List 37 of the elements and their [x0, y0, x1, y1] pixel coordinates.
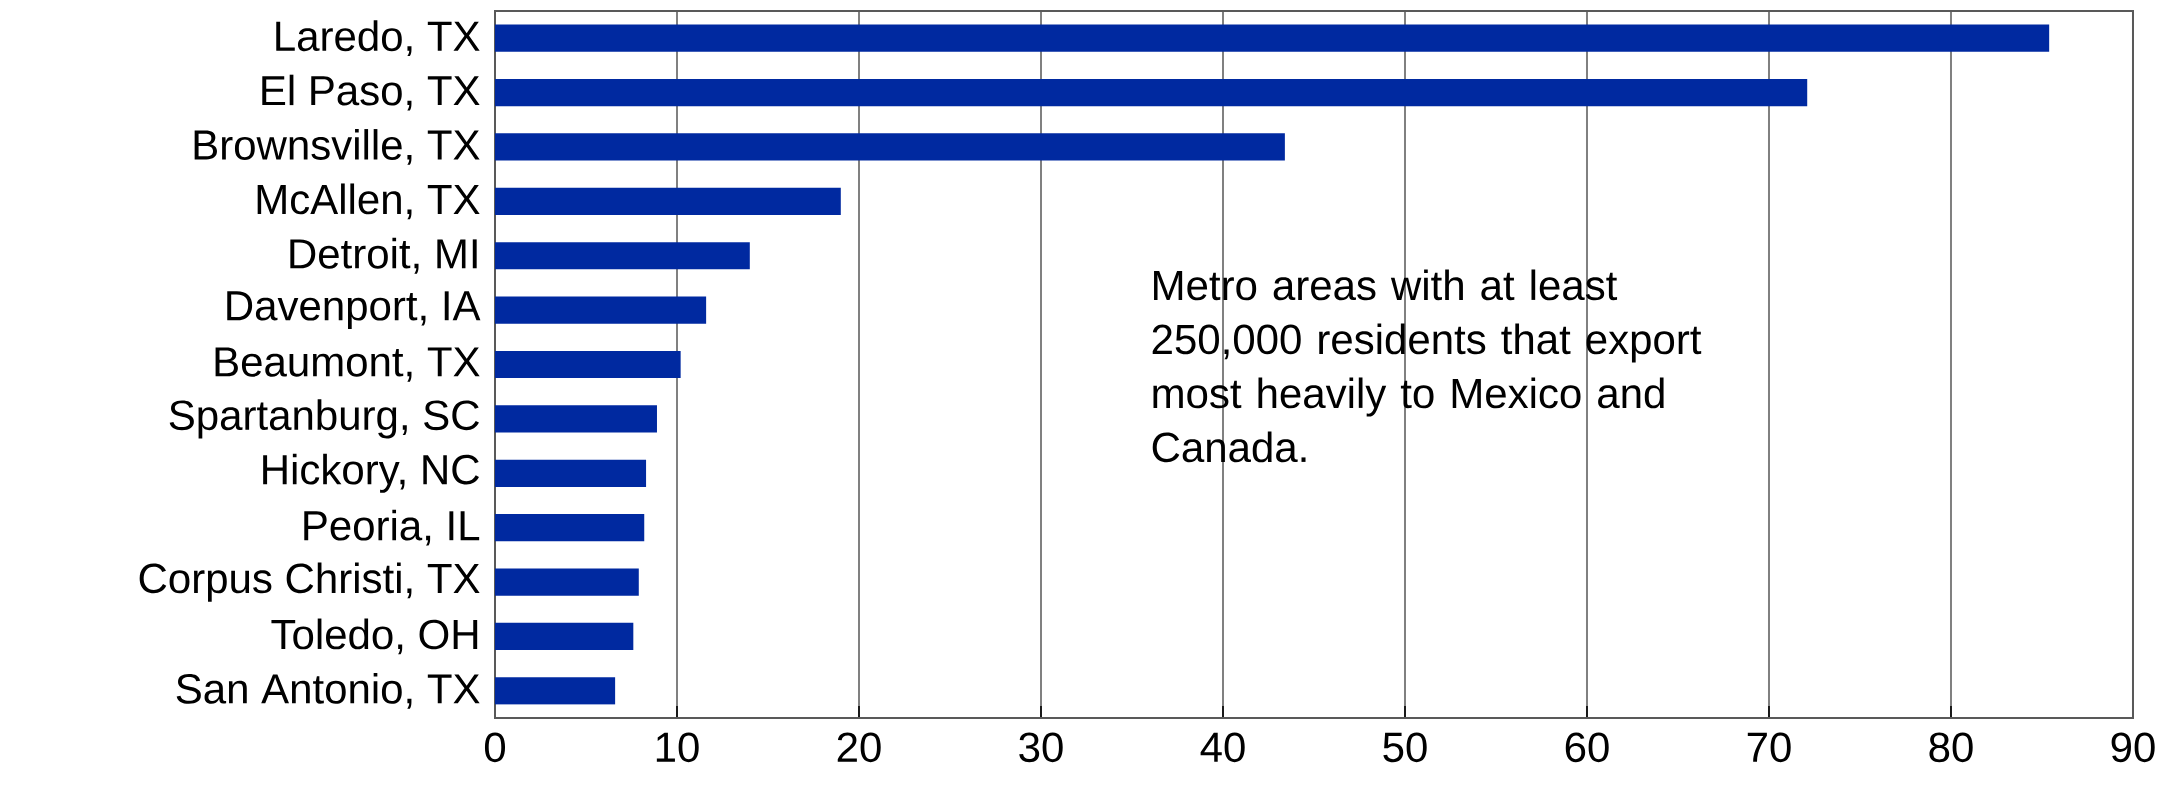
x-tick-label: 0: [484, 732, 506, 763]
x-tick-label: 70: [1747, 732, 1791, 763]
y-tick-label: Detroit, MI: [290, 237, 477, 274]
y-tick-label: Beaumont, TX: [215, 347, 480, 382]
y-tick-label: Spartanburg, SC: [169, 399, 479, 439]
bar: [495, 568, 639, 596]
bar: [495, 459, 647, 487]
x-tick-label: 10: [656, 732, 699, 763]
y-tick-label: Laredo, TX: [276, 20, 480, 57]
x-tick-label: 30: [1019, 732, 1063, 763]
bar: [495, 242, 750, 270]
x-tick-label: 60: [1565, 732, 1609, 763]
x-tick-label: 50: [1383, 732, 1427, 763]
bar: [495, 622, 634, 651]
bar: [495, 24, 2050, 52]
y-tick-label: Corpus Christi, TX: [139, 562, 480, 602]
y-tick-label: Toledo, OH: [271, 618, 478, 655]
y-tick-label: Peoria, IL: [304, 509, 480, 546]
y-tick-label: Brownsville, TX: [194, 129, 480, 165]
y-tick-label: Hickory, NC: [263, 453, 479, 493]
y-tick-label: El Paso, TX: [262, 74, 480, 111]
y-tick-label: McAllen, TX: [257, 183, 480, 220]
bar: [495, 350, 681, 379]
x-tick-label: 20: [837, 732, 881, 763]
y-tick-label: San Antonio, TX: [176, 672, 480, 709]
bar: [495, 133, 1285, 161]
annotation: Metro areas with at least 250,000 residents that export most heavily to Mexico and Canada.: [1152, 269, 1702, 463]
bar: [495, 677, 616, 705]
bar: [495, 78, 1808, 107]
bar: [495, 514, 645, 542]
x-tick-label: 40: [1200, 732, 1245, 763]
x-tick-label: 90: [2111, 732, 2155, 763]
bar: [495, 405, 657, 433]
y-tick-label: Davenport, IA: [227, 291, 481, 329]
bar: [495, 296, 707, 324]
bar: [495, 187, 841, 215]
x-tick-label: 80: [1929, 732, 1973, 763]
